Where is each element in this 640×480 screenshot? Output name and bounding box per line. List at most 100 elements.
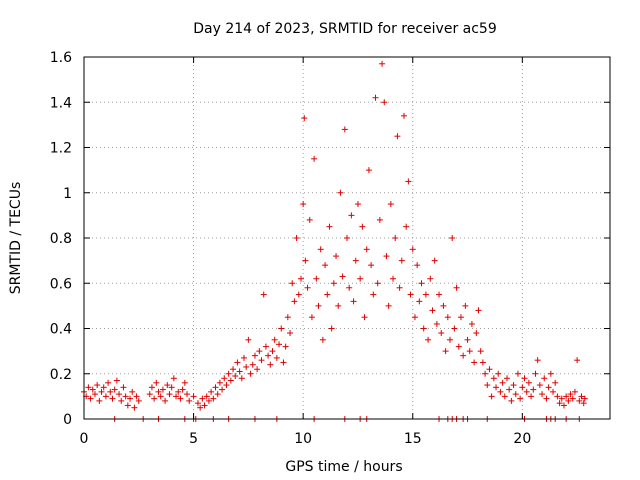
data-point <box>251 352 258 359</box>
data-point <box>418 280 425 287</box>
y-tick-label: 1 <box>63 186 72 202</box>
data-point <box>578 393 585 400</box>
data-point <box>514 370 521 377</box>
data-point <box>267 361 274 368</box>
data-point <box>348 212 355 219</box>
data-point <box>210 395 217 402</box>
data-point <box>330 280 337 287</box>
data-point <box>306 216 313 223</box>
data-point <box>247 370 254 377</box>
data-point <box>214 391 221 398</box>
data-point <box>271 336 278 343</box>
data-point <box>392 235 399 241</box>
data-point <box>497 388 504 395</box>
data-point <box>249 361 256 368</box>
data-point <box>425 336 432 343</box>
data-point <box>460 352 467 359</box>
data-point <box>581 395 588 402</box>
data-point <box>87 395 94 402</box>
data-point <box>567 391 574 398</box>
data-point <box>258 357 265 364</box>
data-point <box>486 366 493 373</box>
data-point <box>151 395 158 402</box>
data-point <box>545 384 552 391</box>
data-point <box>350 298 357 305</box>
data-point <box>506 386 513 393</box>
data-point <box>501 393 508 400</box>
y-axis-label: SRMTID / TECUs <box>8 182 24 295</box>
data-point <box>100 384 107 391</box>
x-tick-label: 10 <box>294 431 312 447</box>
data-point <box>363 246 370 253</box>
data-point <box>490 375 497 382</box>
data-point <box>558 395 565 402</box>
grid-lines <box>84 57 610 419</box>
data-point <box>455 343 462 350</box>
data-point <box>427 275 434 282</box>
data-point <box>194 400 201 407</box>
data-point <box>394 133 401 140</box>
data-point <box>569 395 576 402</box>
data-point <box>223 382 230 389</box>
data-point <box>444 314 451 321</box>
data-point <box>468 320 475 327</box>
data-point <box>216 379 223 386</box>
data-point <box>155 388 162 395</box>
data-point <box>534 357 541 364</box>
data-point <box>433 320 440 327</box>
data-point <box>238 375 245 382</box>
data-point <box>89 386 96 393</box>
data-point <box>308 314 315 321</box>
data-point <box>565 397 572 404</box>
data-point <box>133 393 140 400</box>
data-point <box>475 307 482 314</box>
data-point <box>254 366 261 373</box>
data-point <box>324 291 331 298</box>
x-axis-label: GPS time / hours <box>285 459 402 475</box>
data-point <box>532 370 539 377</box>
data-point <box>166 391 173 398</box>
data-point <box>337 189 344 196</box>
y-tick-label: 1.6 <box>50 50 72 66</box>
data-point <box>289 280 296 287</box>
data-point <box>168 384 175 391</box>
data-point <box>407 291 414 298</box>
data-point <box>442 348 449 355</box>
data-point <box>471 359 478 366</box>
x-tick-label: 0 <box>80 431 89 447</box>
data-point <box>219 386 226 393</box>
data-point <box>361 314 368 321</box>
data-point <box>519 384 526 391</box>
data-point <box>265 352 272 359</box>
data-point <box>368 262 375 269</box>
data-point <box>300 201 307 208</box>
y-tick-label: 0.4 <box>50 322 72 338</box>
data-point <box>503 375 510 382</box>
data-point <box>301 115 308 122</box>
data-point <box>297 275 304 282</box>
data-point <box>495 370 502 377</box>
data-point <box>499 379 506 386</box>
data-point <box>381 99 388 106</box>
data-point <box>341 126 348 133</box>
data-point <box>528 393 535 400</box>
data-point <box>473 330 480 337</box>
y-tick-label: 0.6 <box>50 276 72 292</box>
x-tick-label: 20 <box>513 431 531 447</box>
data-point <box>317 246 324 253</box>
data-point <box>554 393 561 400</box>
data-point <box>181 379 188 386</box>
data-point <box>245 336 252 343</box>
data-point <box>517 395 524 402</box>
data-point <box>543 395 550 402</box>
data-point <box>186 397 193 404</box>
data-point <box>230 366 237 373</box>
data-point <box>124 402 131 409</box>
data-point <box>135 397 142 404</box>
data-point <box>400 112 407 119</box>
data-point <box>295 291 302 298</box>
data-point <box>278 325 285 332</box>
data-point <box>464 336 471 343</box>
data-point <box>131 404 138 411</box>
data-point <box>127 395 134 402</box>
